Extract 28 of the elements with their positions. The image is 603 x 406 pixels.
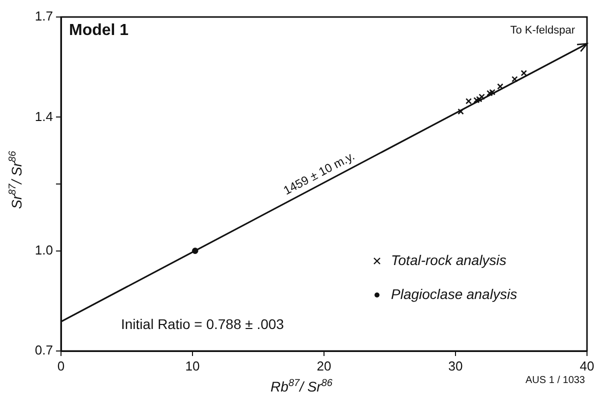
point <box>520 70 528 76</box>
point <box>478 94 485 100</box>
legend-label: Plagioclase analysis <box>391 286 518 302</box>
text: AUS 1 / 1033 <box>526 375 586 386</box>
point <box>476 96 482 102</box>
point <box>486 90 493 96</box>
annotation: Model 1 <box>69 22 129 39</box>
point <box>458 108 464 115</box>
annotation: 1459 ± 10 m.y. <box>281 148 357 198</box>
annotation: Initial Ratio = 0.788 ± .003 <box>121 316 284 332</box>
y-tick-label: 1.0 <box>34 242 53 258</box>
x-tick-label: 0 <box>57 358 65 374</box>
annotation: To K-feldspar <box>510 24 576 36</box>
y-tick-label: 1.4 <box>34 108 53 124</box>
legend-label: Total-rock analysis <box>391 252 506 268</box>
y-tick-label: 0.7 <box>34 342 53 358</box>
point <box>466 98 472 104</box>
x-tick-label: 40 <box>580 358 594 374</box>
x-axis-title: Rb$^{87}$/ Sr$^{86}$ <box>270 378 332 395</box>
x-tick-label: 20 <box>316 358 332 374</box>
point <box>473 97 480 104</box>
point <box>192 248 198 254</box>
point <box>497 83 504 90</box>
point <box>512 76 518 82</box>
y-tick-label: 1.7 <box>34 8 53 24</box>
x-tick-label: 10 <box>185 358 200 374</box>
x-tick-label: 30 <box>448 358 463 374</box>
point <box>489 89 496 96</box>
